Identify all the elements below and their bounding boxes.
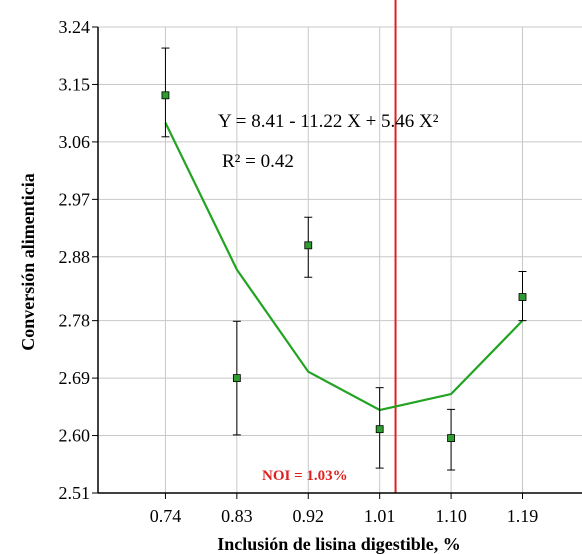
fitted-curve bbox=[164, 122, 524, 412]
r-squared-label: R² = 0.42 bbox=[222, 151, 294, 172]
x-tick-label: 0.83 bbox=[221, 506, 253, 526]
y-tick-label: 2.88 bbox=[59, 247, 91, 267]
marks bbox=[161, 47, 527, 471]
equation-label: Y = 8.41 - 11.22 X + 5.46 X² bbox=[218, 111, 439, 132]
x-tick-label: 1.19 bbox=[507, 506, 539, 526]
x-tick-label: 0.74 bbox=[150, 506, 182, 526]
x-tick-label: 0.92 bbox=[293, 506, 325, 526]
data-point bbox=[447, 434, 455, 443]
noi-label: NOI = 1.03% bbox=[262, 468, 348, 484]
y-tick-label: 2.51 bbox=[59, 483, 91, 503]
y-tick-label: 3.15 bbox=[59, 74, 91, 94]
y-tick-label: 3.24 bbox=[59, 17, 91, 37]
y-tick-label: 2.60 bbox=[59, 426, 91, 446]
x-axis-title: Inclusión de lisina digestible, % bbox=[217, 534, 461, 554]
y-tick-label: 2.78 bbox=[59, 311, 91, 331]
plot-lines bbox=[164, 0, 524, 493]
data-point bbox=[518, 293, 527, 301]
y-tick-label: 2.69 bbox=[59, 368, 91, 388]
ticks: 2.51 2.60 2.69 2.78 2.88 2.97 3.06 3.15 3.24 0.74… bbox=[59, 17, 539, 526]
data-point bbox=[161, 91, 170, 100]
data-point bbox=[304, 241, 313, 250]
y-tick-label: 2.97 bbox=[59, 189, 91, 209]
x-tick-label: 1.01 bbox=[364, 506, 396, 526]
data-point bbox=[232, 374, 241, 382]
y-axis-title: Conversión alimenticia bbox=[18, 173, 38, 351]
x-tick-label: 1.10 bbox=[435, 506, 467, 526]
grid bbox=[98, 26, 582, 494]
y-tick-label: 3.06 bbox=[59, 132, 91, 152]
data-point bbox=[375, 425, 384, 434]
axes bbox=[97, 27, 582, 494]
